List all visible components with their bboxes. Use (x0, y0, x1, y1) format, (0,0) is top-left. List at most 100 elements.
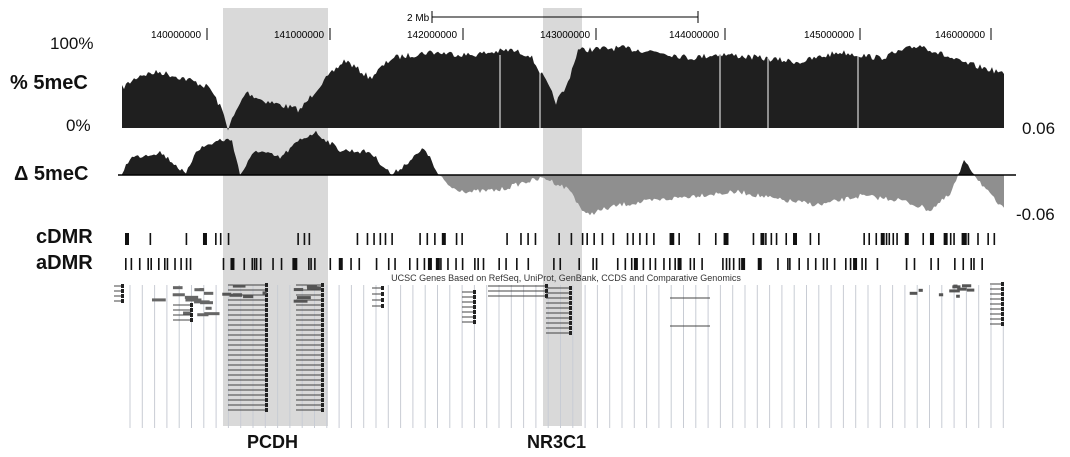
gene-model-exon (473, 295, 476, 299)
nr3c1-gene-exon (569, 321, 572, 325)
admr-mark (649, 258, 651, 270)
pcdh-cluster-gene-exon (265, 398, 268, 402)
cdmr-mark (888, 233, 891, 245)
nr3c1-gene-exon (569, 301, 572, 305)
gene-block (957, 287, 967, 291)
cdmr-mark (219, 233, 222, 245)
gene-block (961, 284, 972, 288)
pcdh-cluster-gene-exon (265, 358, 268, 362)
pcdh-cluster-gene-exon (265, 323, 268, 327)
admr-mark (230, 258, 235, 270)
cdmr-mark (527, 233, 529, 245)
delta-track-label: Δ 5meC (14, 163, 89, 185)
gene-model-exon (473, 305, 476, 309)
admr-mark (822, 258, 825, 270)
gene-block (949, 289, 960, 293)
cdmr-mark (215, 233, 217, 245)
cdmr-mark (125, 233, 129, 245)
cdmr-mark (896, 233, 898, 245)
admr-mark (474, 258, 476, 270)
admr-mark (461, 258, 464, 270)
admr-mark (970, 258, 972, 270)
admr-mark (259, 258, 262, 270)
gene-model-exon (1001, 287, 1004, 291)
admr-mark (447, 258, 449, 270)
cdmr-mark (892, 233, 895, 245)
cdmr-mark (356, 233, 359, 245)
cdmr-mark (149, 233, 152, 245)
delta-methylation-track (118, 130, 1016, 216)
pcdh-cluster-gene-exon (265, 333, 268, 337)
cdmr-mark (818, 233, 820, 245)
admr-mark (251, 258, 254, 270)
admr-mark (516, 258, 518, 270)
admr-mark (338, 258, 343, 270)
admr-mark (592, 258, 594, 270)
coordinate-label: 140000000 (151, 30, 201, 41)
gene-model-exon (1001, 282, 1004, 286)
admr-mark (905, 258, 908, 270)
pcdh-cluster-gene-exon (321, 323, 324, 327)
gene-block (243, 295, 254, 299)
admr-mark (423, 258, 426, 270)
admr-mark (954, 258, 956, 270)
gene-model-exon (473, 320, 476, 324)
cdmr-mark (626, 233, 629, 245)
cdmr-mark (785, 233, 788, 245)
pcdh-cluster-gene-exon (265, 408, 268, 412)
admr-mark (807, 258, 809, 270)
gene-block (172, 293, 185, 297)
gene-model-exon (190, 303, 193, 307)
cdmr-mark (793, 233, 798, 245)
pcdh-cluster-gene-exon (265, 353, 268, 357)
nr3c1-gene-exon (569, 286, 572, 290)
admr-mark (408, 258, 411, 270)
cdmr-mark (534, 233, 537, 245)
admr-mark (725, 258, 728, 270)
pcdh-cluster-gene-exon (321, 298, 324, 302)
pcdh-cluster-gene-exon (321, 318, 324, 322)
gene-block (293, 288, 304, 292)
cdmr-mark (434, 233, 436, 245)
pcdh-cluster-gene-exon (265, 378, 268, 382)
admr-mark (930, 258, 932, 270)
delta-max-label: 0.06 (1022, 119, 1056, 138)
admr-mark (616, 258, 619, 270)
pcdh-cluster-gene-exon (321, 363, 324, 367)
admr-mark (814, 258, 817, 270)
admr-mark (295, 258, 298, 270)
cdmr-mark (227, 233, 230, 245)
nr3c1-gene-exon (569, 306, 572, 310)
admr-mark (864, 258, 867, 270)
admr-mark (757, 258, 762, 270)
admr-mark (166, 258, 169, 270)
gene-block (151, 298, 166, 302)
pcdh-cluster-gene-exon (321, 403, 324, 407)
highlight-band-pcdh (223, 8, 328, 426)
gene-block (956, 294, 960, 298)
pcdh-cluster-gene-exon (321, 293, 324, 297)
cdmr-mark (922, 233, 925, 245)
pcdh-cluster-gene-exon (321, 348, 324, 352)
admr-mark (738, 258, 741, 270)
gene-model-exon (190, 318, 193, 322)
pcdh-cluster-gene-exon (265, 393, 268, 397)
coordinate-label: 144000000 (669, 30, 719, 41)
pcdh-cluster-gene-exon (321, 408, 324, 412)
admr-mark (624, 258, 627, 270)
admr-mark (937, 258, 940, 270)
admr-mark (394, 258, 396, 270)
pcdh-cluster-gene-exon (265, 343, 268, 347)
gene-block (953, 284, 958, 288)
admr-mark (329, 258, 332, 270)
admr-mark (642, 258, 645, 270)
admr-mark (157, 258, 160, 270)
cdmr-mark (419, 233, 421, 245)
admr-mark (630, 258, 633, 270)
admr-mark (163, 258, 166, 270)
gene-block (185, 298, 202, 302)
cdmr-mark (601, 233, 604, 245)
gene-model-exon (545, 284, 548, 288)
pcdh-cluster-gene-exon (321, 358, 324, 362)
pcdh-cluster-gene-exon (321, 328, 324, 332)
